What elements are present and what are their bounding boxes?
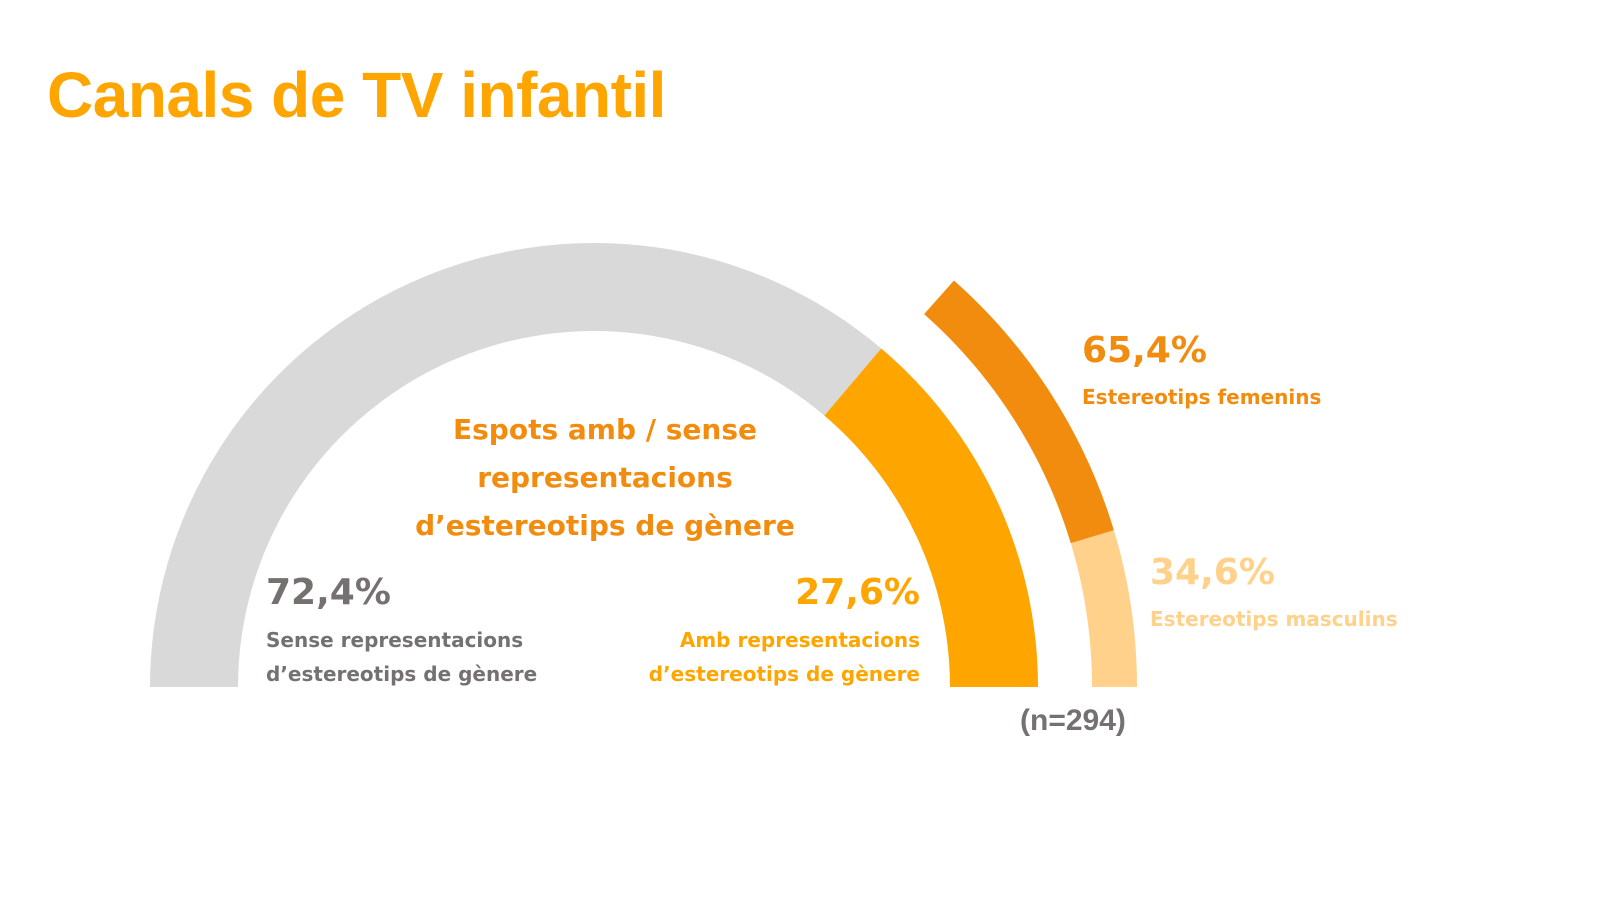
sample-size-label: (n=294): [1020, 704, 1126, 737]
value-label-without-stereotypes: 72,4%: [266, 572, 391, 613]
value-label-female-stereotypes: 65,4%: [1082, 330, 1207, 371]
category-label-line: Amb representacions: [679, 628, 920, 652]
value-label-with-stereotypes: 27,6%: [795, 572, 920, 613]
value-label-male-stereotypes: 34,6%: [1150, 552, 1275, 593]
category-label-line: d’estereotips de gènere: [266, 662, 538, 686]
category-label-with-stereotypes: Amb representacions d’estereotips de gèn…: [649, 623, 920, 691]
chart-title-line-2: representacions: [477, 461, 733, 494]
chart-title-line-3: d’estereotips de gènere: [415, 509, 795, 542]
category-label-line: d’estereotips de gènere: [648, 662, 920, 686]
category-label-without-stereotypes: Sense representacions d’estereotips de g…: [266, 623, 537, 691]
chart-title: Espots amb / sense representacions d’est…: [380, 406, 830, 550]
category-label-line: Sense representacions: [266, 628, 524, 652]
page-title: Canals de TV infantil: [47, 59, 666, 131]
chart-title-line-1: Espots amb / sense: [453, 413, 757, 446]
slice-with-stereotypes: [824, 348, 1038, 687]
slice-without-stereotypes: [150, 243, 882, 687]
category-label-female-stereotypes: Estereotips femenins: [1082, 385, 1322, 409]
slice-male-stereotypes: [1070, 530, 1137, 687]
slice-female-stereotypes: [924, 280, 1114, 544]
category-label-male-stereotypes: Estereotips masculins: [1150, 607, 1398, 631]
